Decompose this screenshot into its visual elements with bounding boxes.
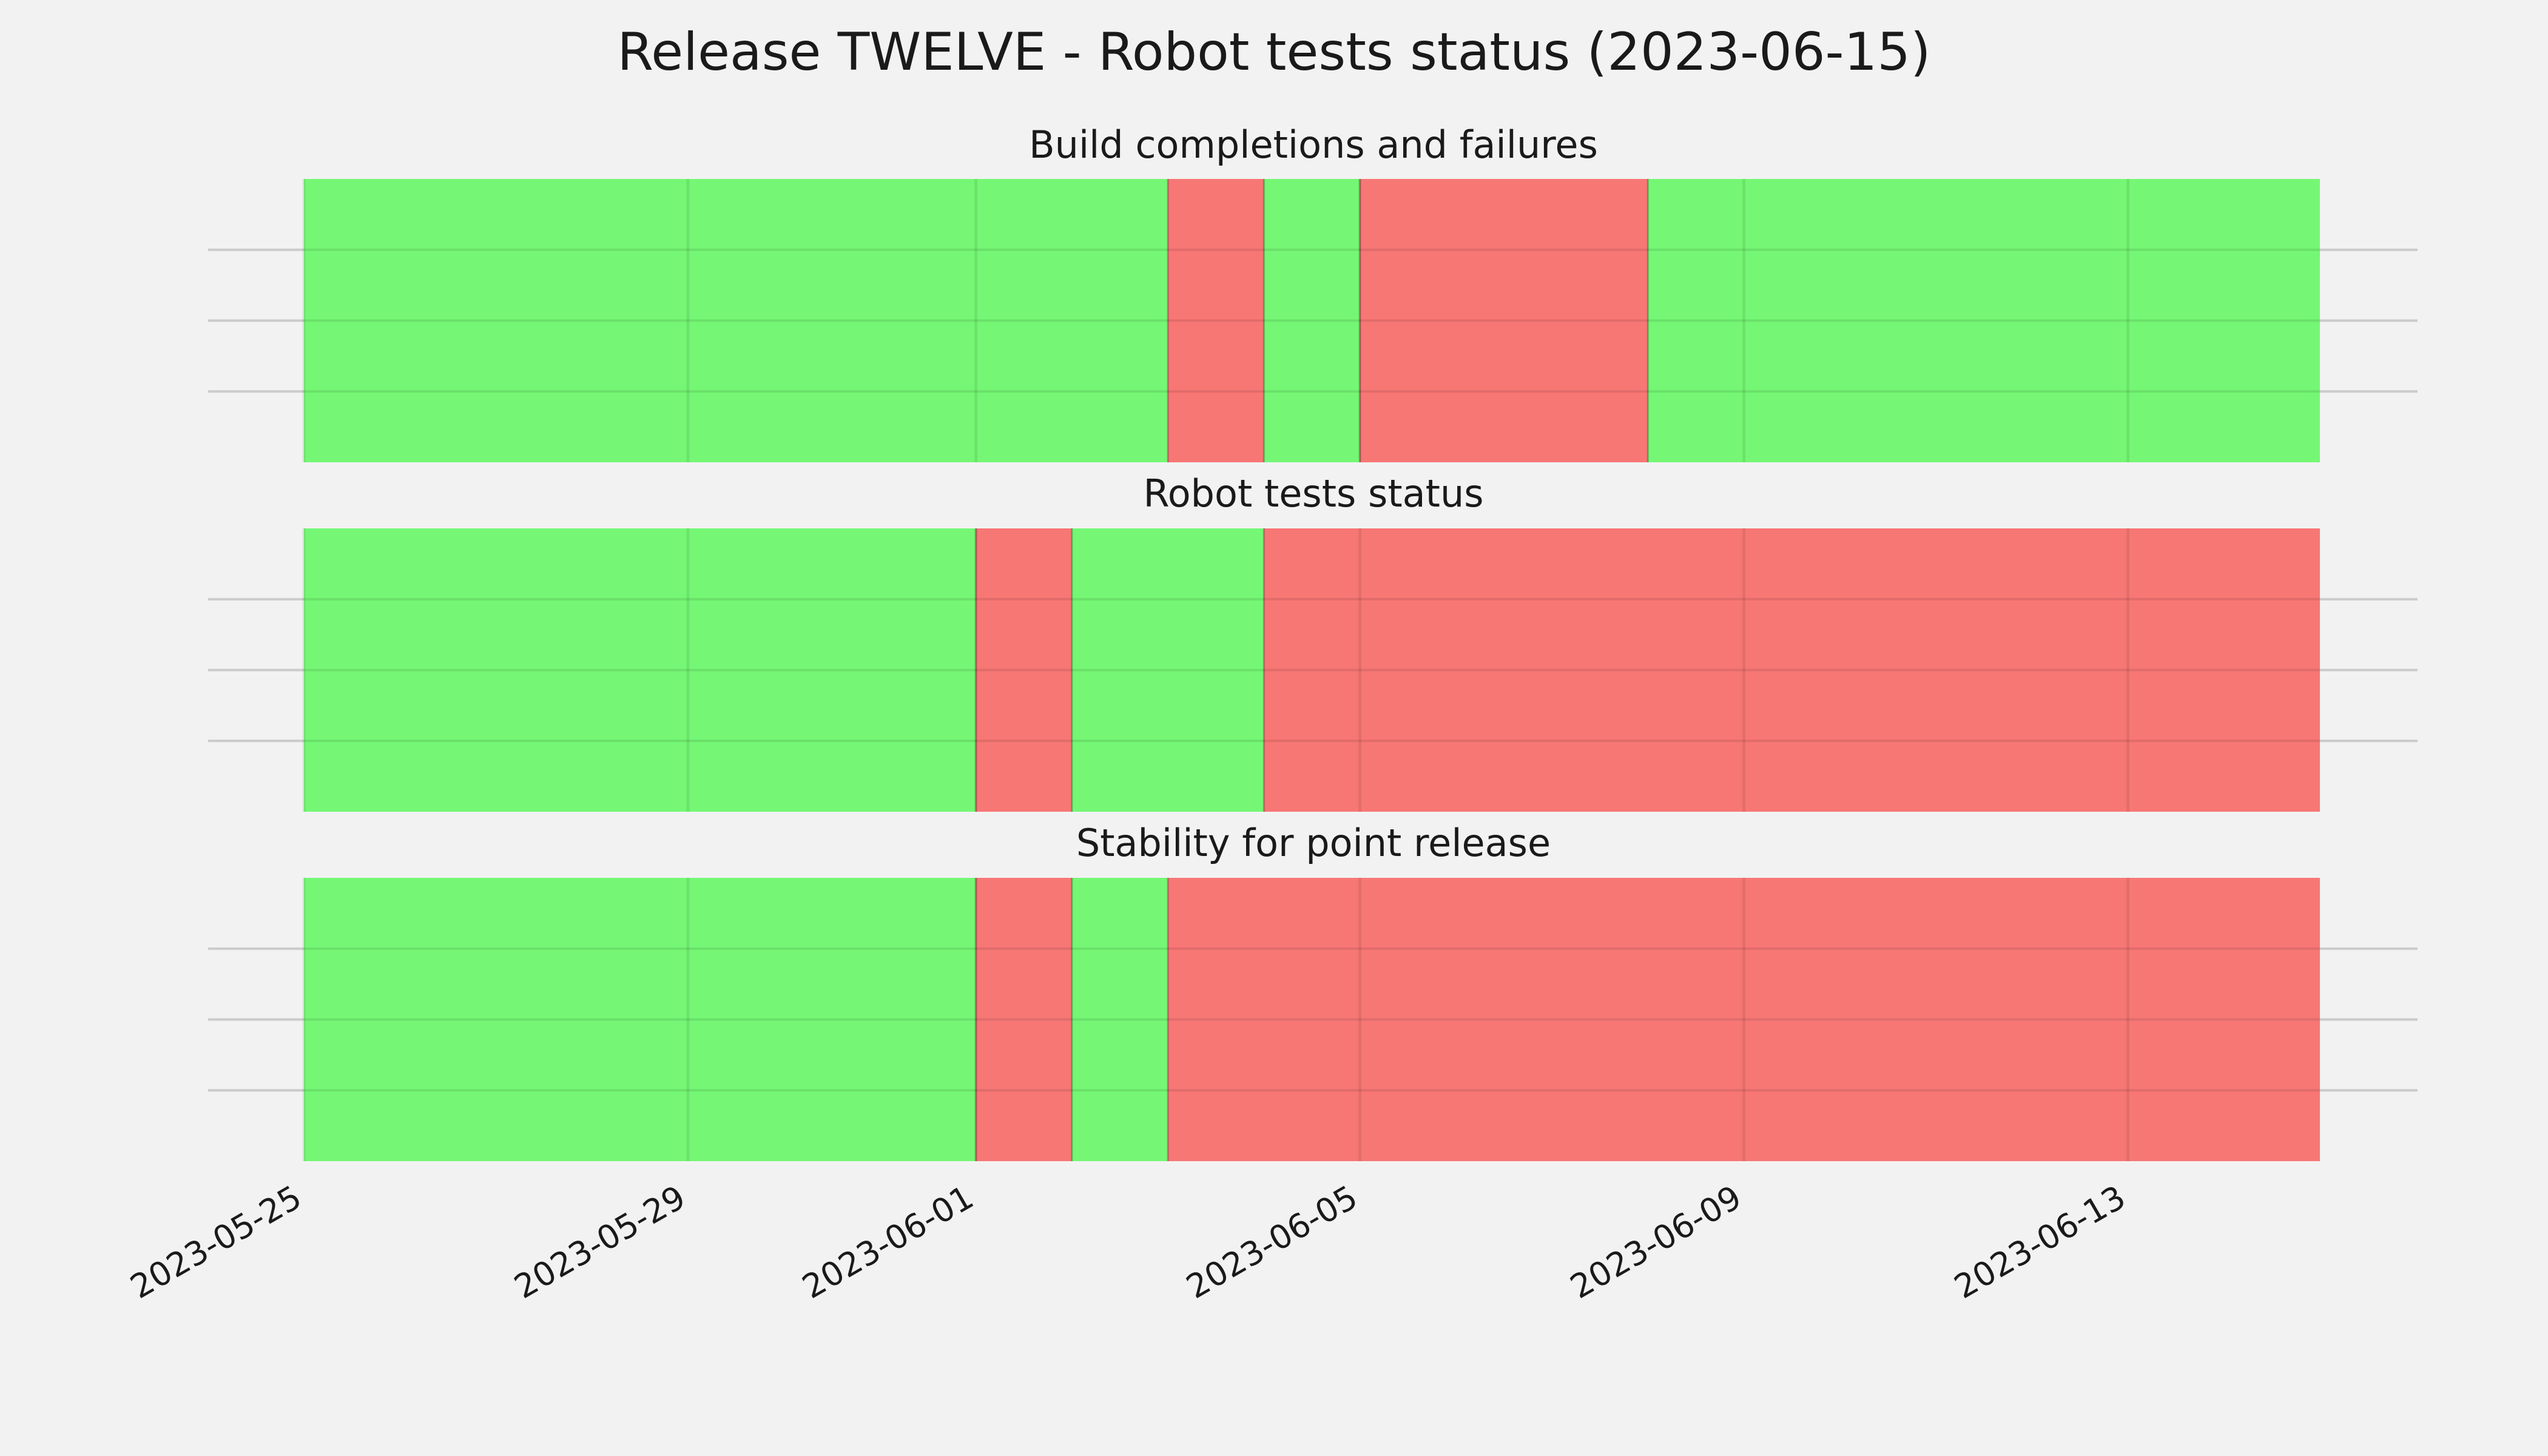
panel-build: Build completions and failures — [208, 123, 2418, 462]
segment-fail — [976, 878, 1072, 1161]
x-tick-label: 2023-05-25 — [124, 1178, 308, 1306]
panel-stability: Stability for point release — [208, 821, 2418, 1161]
x-tick-label: 2023-06-09 — [1564, 1178, 1748, 1306]
panel-title-robot-tests: Robot tests status — [1143, 471, 1483, 516]
x-tick-label: 2023-06-01 — [796, 1178, 980, 1306]
x-axis: 2023-05-25 2023-05-29 2023-06-01 2023-06-05… — [124, 1178, 2132, 1306]
segment-pass — [1071, 878, 1168, 1161]
panel-robot-tests: Robot tests status — [208, 471, 2418, 812]
segment-fail — [976, 528, 1072, 812]
panel-body-stability — [208, 878, 2418, 1161]
x-tick-label: 2023-05-29 — [508, 1178, 692, 1306]
segment-fail — [1264, 528, 2320, 812]
segment-pass — [1071, 528, 1264, 812]
panel-title-stability: Stability for point release — [1076, 821, 1551, 865]
segment-fail — [1360, 179, 1648, 462]
segment-pass — [1264, 179, 1360, 462]
panel-body-robot-tests — [208, 528, 2418, 812]
x-tick-label: 2023-06-05 — [1180, 1178, 1364, 1306]
segment-pass — [304, 528, 976, 812]
panel-title-build: Build completions and failures — [1029, 123, 1598, 167]
segment-fail — [1168, 878, 2320, 1161]
chart-title: Release TWELVE - Robot tests status (202… — [617, 22, 1930, 83]
segment-pass — [304, 179, 1168, 462]
segment-pass — [304, 878, 976, 1161]
panel-body-build — [208, 179, 2418, 462]
segment-fail — [1168, 179, 1264, 462]
x-tick-label: 2023-06-13 — [1948, 1178, 2132, 1306]
segment-pass — [1648, 179, 2320, 462]
